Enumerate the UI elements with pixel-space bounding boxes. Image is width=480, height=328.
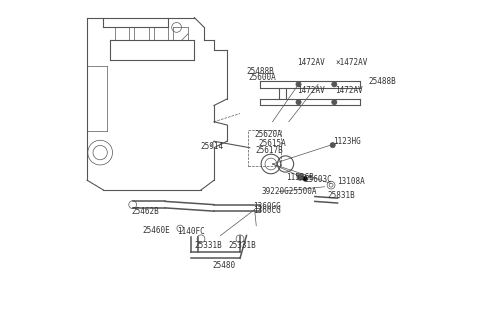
Text: 1360GG: 1360GG <box>253 202 281 211</box>
Circle shape <box>332 82 337 87</box>
Circle shape <box>297 174 303 180</box>
Text: 1472AV: 1472AV <box>336 86 363 95</box>
Text: 1472AV: 1472AV <box>297 58 324 67</box>
Circle shape <box>296 100 301 105</box>
Text: 25488B: 25488B <box>247 67 274 76</box>
Text: 25600A: 25600A <box>249 73 276 82</box>
Text: 1123HG: 1123HG <box>333 137 361 146</box>
Circle shape <box>302 176 308 181</box>
Text: 13108A: 13108A <box>337 177 365 186</box>
Circle shape <box>296 82 301 87</box>
Text: 25603C: 25603C <box>304 175 332 184</box>
Text: 1360CG: 1360CG <box>253 206 281 215</box>
Text: 1140FC: 1140FC <box>178 227 205 236</box>
Circle shape <box>330 143 336 148</box>
Text: 25831B: 25831B <box>328 191 356 200</box>
Text: 1472AV: 1472AV <box>297 86 324 95</box>
Text: 25480: 25480 <box>212 261 236 270</box>
Text: 25488B: 25488B <box>369 76 396 86</box>
Text: 25914: 25914 <box>200 142 224 151</box>
Text: 1153CB: 1153CB <box>286 173 314 182</box>
Text: 25617B: 25617B <box>256 146 283 154</box>
Text: 39220G25500A: 39220G25500A <box>262 187 317 196</box>
Text: ×1472AV: ×1472AV <box>336 58 368 67</box>
Text: 25331B: 25331B <box>194 241 222 251</box>
Circle shape <box>332 100 337 105</box>
Text: 25331B: 25331B <box>228 241 256 251</box>
Text: 25462B: 25462B <box>131 207 159 215</box>
Text: 25620A: 25620A <box>254 130 282 138</box>
Bar <box>248 130 281 166</box>
Text: 25615A: 25615A <box>259 139 287 148</box>
Text: 25460E: 25460E <box>143 226 170 235</box>
